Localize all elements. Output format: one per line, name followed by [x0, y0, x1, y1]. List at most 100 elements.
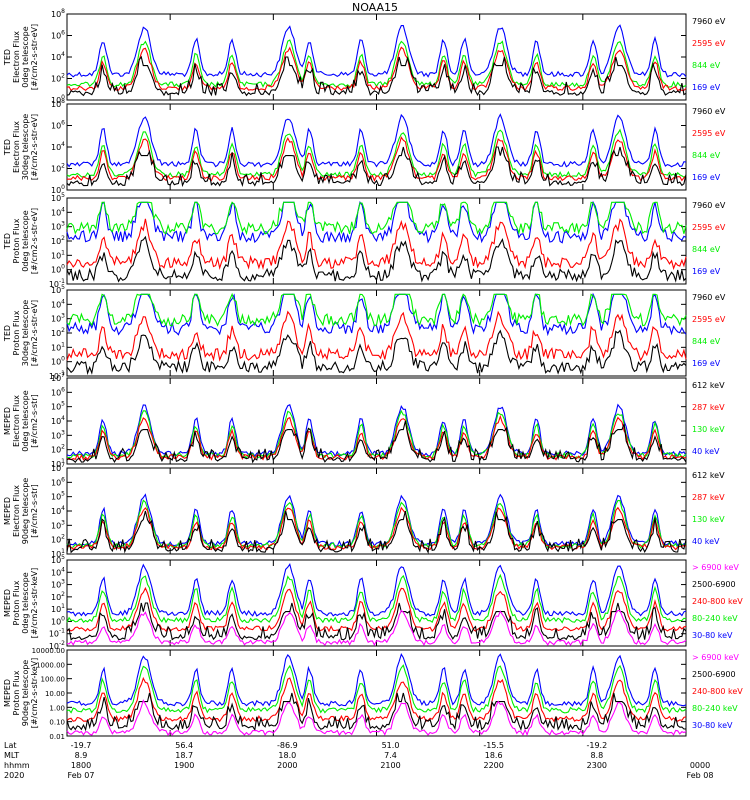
- y-tick-label: 104: [51, 141, 65, 152]
- y-tick-label: 106: [51, 476, 65, 487]
- legend-240-800-kev: 240-800 keV: [692, 597, 743, 606]
- y-tick-label: 101: [51, 548, 65, 559]
- y-tick-label: 10-2: [49, 640, 65, 651]
- series-red: [66, 136, 687, 182]
- y-tick-label: 108: [51, 98, 65, 109]
- y-tick-label: 105: [51, 554, 65, 565]
- series-blue: [66, 200, 687, 244]
- y-axis-label: Electron Flux: [12, 121, 21, 173]
- x-tick-label: 18.0: [278, 751, 296, 760]
- y-tick-label: 106: [51, 30, 65, 41]
- legend--6900-kev: > 6900 keV: [692, 563, 739, 572]
- series-magenta: [66, 699, 687, 737]
- series-red: [66, 676, 687, 723]
- x-tick-label: 0000: [690, 761, 710, 770]
- panel-8: 0.01 0.10 1.00 10.00 100.00 1000.00 10000.00 ME…: [3, 647, 743, 741]
- y-axis-label: 0deg telescope: [21, 390, 30, 451]
- y-tick-label: 100: [51, 184, 65, 195]
- y-axis-label: MEPED: [3, 407, 12, 435]
- legend--6900-kev: > 6900 keV: [692, 653, 739, 662]
- x-tick-label: 1800: [71, 761, 91, 770]
- x-tick-label: 1900: [174, 761, 194, 770]
- y-tick-label: 0.01: [49, 733, 65, 741]
- legend-169-ev: 169 eV: [692, 83, 721, 92]
- legend-2595-ev: 2595 eV: [692, 129, 726, 138]
- y-tick-label: 101: [51, 603, 65, 614]
- x-tick-label: 2100: [380, 761, 400, 770]
- y-tick-label: 104: [51, 566, 65, 577]
- series-black: [66, 235, 687, 283]
- legend-844-ev: 844 eV: [692, 151, 721, 160]
- legend-30-80-kev: 30-80 keV: [692, 721, 733, 730]
- series-blue: [66, 24, 687, 78]
- y-axis-label: Proton Flux: [12, 670, 21, 715]
- y-axis-label: 90deg telescope: [21, 478, 30, 545]
- y-tick-label: 105: [51, 192, 65, 203]
- legend-2595-ev: 2595 eV: [692, 223, 726, 232]
- x-tick-label: 2000: [277, 761, 297, 770]
- y-tick-label: 102: [51, 534, 65, 545]
- series-black: [66, 329, 687, 376]
- y-tick-label: 102: [51, 73, 65, 84]
- y-tick-label: 100: [51, 94, 65, 105]
- y-tick-label: 107: [51, 462, 65, 473]
- x-tick-label: -19.2: [586, 741, 607, 750]
- y-axis-label: [#/cm2-s-str-eV]: [30, 114, 39, 180]
- series-green: [66, 664, 687, 714]
- legend-130-kev: 130 keV: [692, 515, 725, 524]
- legend-844-ev: 844 eV: [692, 61, 721, 70]
- series-red: [66, 46, 687, 92]
- y-axis-label: TED: [3, 49, 12, 66]
- y-tick-label: 10000.00: [32, 647, 65, 655]
- y-axis-label: Electron Flux: [12, 395, 21, 447]
- panel-3: 10-1 100 101 102 103 104 105 TED Proton Flux 0deg…: [3, 192, 726, 289]
- y-tick-label: 102: [51, 444, 65, 455]
- y-tick-label: 103: [51, 221, 65, 232]
- y-axis-label: [#/cm2-s-str-keV]: [30, 568, 39, 639]
- y-axis-label: 0deg telescope: [21, 26, 30, 87]
- series-blue: [66, 113, 687, 168]
- series-black: [66, 146, 687, 188]
- series-black: [66, 510, 687, 554]
- legend-287-kev: 287 keV: [692, 493, 725, 502]
- y-tick-label: 103: [51, 429, 65, 440]
- series-green: [66, 201, 687, 236]
- y-axis-label: Electron Flux: [12, 485, 21, 537]
- x-tick-label: 8.8: [590, 751, 603, 760]
- y-axis-label: 30deg telescope: [21, 300, 30, 367]
- y-tick-label: 10-1: [49, 278, 65, 289]
- y-tick-label: 102: [51, 591, 65, 602]
- y-axis-label: TED: [3, 233, 12, 250]
- legend-80-240-kev: 80-240 keV: [692, 614, 738, 623]
- y-tick-label: 101: [51, 249, 65, 260]
- y-tick-label: 101: [51, 341, 65, 352]
- x-tick-label: -86.9: [277, 741, 298, 750]
- series-blue: [66, 652, 687, 707]
- series-green: [66, 499, 687, 549]
- y-axis-label: Electron Flux: [12, 31, 21, 83]
- y-tick-label: 100.00: [41, 676, 66, 684]
- y-tick-label: 105: [51, 284, 65, 295]
- series-green: [66, 573, 687, 624]
- y-axis-label: TED: [3, 325, 12, 342]
- legend-2500-6900: 2500-6900: [692, 580, 736, 589]
- x-tick-label: 51.0: [382, 741, 400, 750]
- series-black: [66, 420, 687, 464]
- y-axis-label: [#/cm2-s-str]: [30, 484, 39, 537]
- legend-240-800-kev: 240-800 keV: [692, 687, 743, 696]
- legend-612-kev: 612 keV: [692, 471, 725, 480]
- x-row-label: MLT: [4, 751, 19, 760]
- y-axis-label: [#/cm2-s-str-eV]: [30, 24, 39, 90]
- y-axis-label: [#/cm2-s-str-eV]: [30, 208, 39, 274]
- y-tick-label: 104: [51, 51, 65, 62]
- y-tick-label: 106: [51, 386, 65, 397]
- legend-2595-ev: 2595 eV: [692, 39, 726, 48]
- y-tick-label: 100: [51, 615, 65, 626]
- chart-title: NOAA15: [352, 1, 398, 14]
- series-red: [66, 310, 687, 362]
- legend-287-kev: 287 keV: [692, 403, 725, 412]
- y-tick-label: 0.10: [49, 719, 65, 727]
